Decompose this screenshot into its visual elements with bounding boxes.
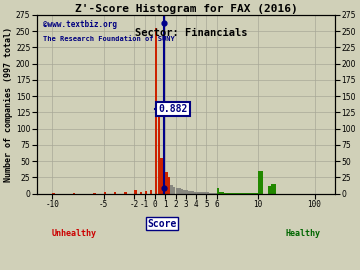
Bar [124, 192, 127, 194]
Bar [186, 190, 188, 194]
Bar [201, 192, 204, 194]
Bar [183, 190, 186, 194]
Bar [258, 171, 263, 194]
Bar [245, 193, 248, 194]
Text: Sector: Financials: Sector: Financials [135, 28, 247, 38]
Bar [271, 187, 276, 194]
Bar [214, 193, 217, 194]
Bar [271, 190, 276, 194]
Bar [191, 191, 194, 194]
Bar [114, 192, 116, 194]
Bar [104, 192, 106, 194]
Bar [150, 190, 152, 194]
Text: ©www.textbiz.org: ©www.textbiz.org [43, 20, 117, 29]
Bar [237, 193, 240, 194]
Bar [225, 193, 227, 194]
Bar [230, 193, 232, 194]
Bar [270, 184, 276, 194]
Bar [232, 193, 235, 194]
Bar [248, 193, 250, 194]
Title: Z'-Score Histogram for FAX (2016): Z'-Score Histogram for FAX (2016) [75, 4, 297, 14]
Bar [189, 191, 191, 194]
Bar [194, 192, 196, 194]
Bar [160, 158, 163, 194]
Bar [255, 193, 258, 194]
Bar [209, 193, 212, 194]
Bar [219, 192, 222, 194]
Bar [170, 185, 173, 194]
Bar [207, 192, 209, 194]
Bar [181, 189, 183, 194]
Bar [173, 187, 175, 194]
Bar [269, 190, 274, 194]
Bar [196, 192, 199, 194]
Bar [269, 188, 274, 194]
Text: 0.882: 0.882 [158, 104, 188, 114]
Bar [145, 191, 147, 194]
Bar [158, 109, 160, 194]
Bar [222, 192, 224, 194]
Bar [235, 193, 237, 194]
Bar [155, 28, 157, 194]
Bar [134, 190, 137, 194]
Bar [240, 193, 242, 194]
Text: Healthy: Healthy [285, 230, 320, 238]
Bar [199, 192, 201, 194]
Text: Unhealthy: Unhealthy [51, 230, 96, 238]
Bar [52, 193, 55, 194]
Y-axis label: Number of companies (997 total): Number of companies (997 total) [4, 27, 13, 182]
Bar [204, 192, 206, 194]
Bar [140, 192, 142, 194]
Bar [243, 193, 245, 194]
Bar [212, 193, 214, 194]
Bar [253, 193, 255, 194]
Bar [268, 186, 274, 194]
Bar [250, 193, 253, 194]
Bar [93, 193, 96, 194]
Bar [227, 193, 230, 194]
Bar [178, 188, 181, 194]
Bar [176, 188, 178, 194]
Text: The Research Foundation of SUNY: The Research Foundation of SUNY [43, 36, 174, 42]
Bar [168, 177, 170, 194]
Bar [73, 193, 75, 194]
Bar [217, 188, 219, 194]
Bar [163, 168, 165, 194]
Bar [165, 172, 168, 194]
Text: Score: Score [147, 219, 177, 229]
